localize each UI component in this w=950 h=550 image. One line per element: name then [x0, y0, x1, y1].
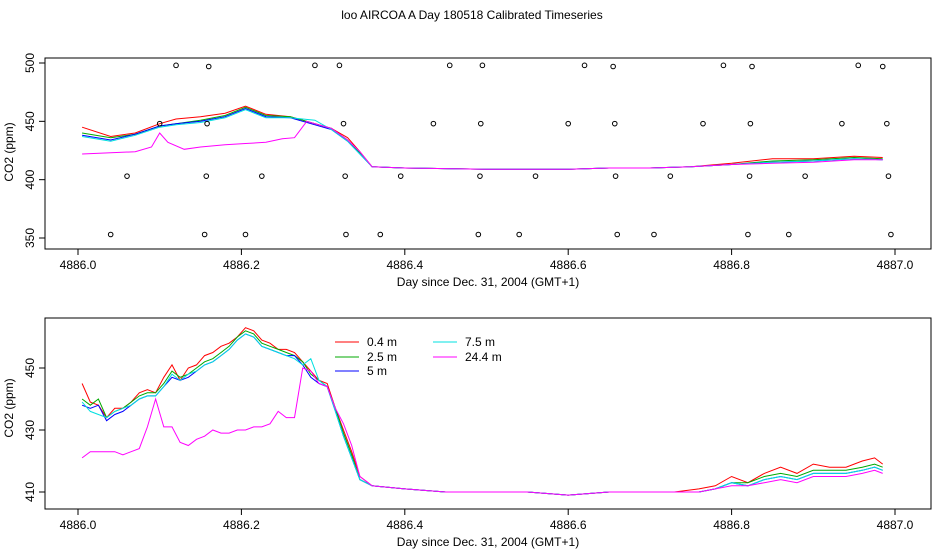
- marker-point: [242, 231, 249, 238]
- marker-point: [839, 120, 845, 127]
- marker-point: [745, 231, 751, 238]
- marker-point: [107, 231, 114, 238]
- marker-point: [343, 231, 349, 238]
- marker-point: [201, 231, 208, 238]
- y-tick-label: 450: [23, 111, 37, 131]
- x-tick-label: 4886.0: [60, 518, 97, 532]
- marker-point: [667, 173, 674, 179]
- marker-point: [336, 62, 343, 69]
- legend: 0.4 m2.5 m5 m 7.5 m24.4 m: [335, 335, 502, 378]
- marker-point: [340, 120, 347, 127]
- marker-point: [312, 62, 318, 69]
- marker-point: [477, 120, 484, 127]
- x-tick-label: 4886.8: [713, 518, 750, 532]
- top-plot-frame: [44, 57, 932, 250]
- bottom-plot-frame: [44, 317, 932, 510]
- marker-point: [885, 173, 892, 179]
- marker-point: [259, 173, 265, 179]
- marker-point: [479, 62, 486, 69]
- marker-point: [747, 120, 754, 127]
- marker-point: [565, 120, 572, 127]
- top-x-axis-label: Day since Dec. 31, 2004 (GMT+1): [397, 275, 579, 289]
- legend-label: 24.4 m: [465, 350, 502, 364]
- series-line-24-4-m: [81, 367, 883, 496]
- top-panel: Day since Dec. 31, 2004 (GMT+1) CO2 (ppm…: [2, 53, 932, 289]
- marker-point: [173, 62, 179, 69]
- marker-point: [651, 231, 657, 238]
- y-tick-label: 500: [23, 53, 37, 73]
- x-tick-label: 4886.6: [550, 518, 587, 532]
- legend-label: 0.4 m: [367, 335, 397, 349]
- marker-point: [746, 173, 753, 179]
- bottom-y-axis-label: CO2 (ppm): [2, 378, 16, 437]
- legend-label: 2.5 m: [367, 350, 397, 364]
- marker-point: [377, 231, 384, 238]
- bottom-panel: Day since Dec. 31, 2004 (GMT+1) CO2 (ppm…: [2, 317, 932, 549]
- marker-point: [610, 63, 616, 70]
- series-line-24-4-m: [82, 120, 883, 170]
- marker-point: [614, 231, 621, 238]
- marker-point: [397, 173, 404, 179]
- x-tick-label: 4886.2: [223, 258, 260, 272]
- y-tick-label: 410: [23, 482, 37, 502]
- x-tick-label: 4886.2: [223, 518, 260, 532]
- y-tick-label: 450: [23, 358, 37, 378]
- legend-label: 5 m: [367, 364, 387, 378]
- marker-point: [749, 63, 755, 70]
- marker-point: [204, 120, 210, 127]
- marker-point: [477, 173, 483, 179]
- marker-point: [884, 120, 890, 127]
- y-tick-label: 430: [23, 420, 37, 440]
- y-tick-label: 350: [23, 228, 37, 248]
- x-tick-label: 4887.0: [877, 258, 914, 272]
- marker-point: [532, 173, 539, 179]
- x-tick-label: 4886.4: [386, 518, 423, 532]
- series-line-7-5-m: [81, 333, 883, 496]
- marker-point: [879, 63, 886, 70]
- legend-label: 7.5 m: [465, 335, 495, 349]
- x-tick-label: 4886.0: [60, 258, 97, 272]
- marker-point: [475, 231, 482, 238]
- marker-point: [612, 173, 619, 179]
- marker-point: [156, 120, 163, 127]
- marker-point: [446, 62, 453, 69]
- x-tick-label: 4886.8: [713, 258, 750, 272]
- marker-point: [124, 173, 130, 179]
- marker-point: [855, 62, 862, 69]
- marker-point: [581, 62, 588, 69]
- figure-title: loo AIRCOA A Day 180518 Calibrated Times…: [341, 8, 602, 22]
- marker-point: [611, 120, 618, 127]
- marker-point: [785, 231, 792, 238]
- marker-point: [720, 62, 727, 69]
- series-line-0-4-m: [81, 105, 883, 170]
- top-y-axis-label: CO2 (ppm): [2, 122, 16, 181]
- marker-point: [888, 231, 894, 238]
- marker-point: [700, 120, 706, 127]
- marker-point: [802, 173, 808, 179]
- bottom-x-axis-label: Day since Dec. 31, 2004 (GMT+1): [397, 535, 579, 549]
- marker-point: [205, 63, 212, 70]
- marker-point: [516, 231, 522, 238]
- y-tick-label: 400: [23, 169, 37, 189]
- marker-point: [430, 120, 437, 127]
- x-tick-label: 4886.4: [386, 258, 423, 272]
- marker-point: [203, 173, 210, 179]
- series-line-2-5-m: [81, 330, 883, 496]
- marker-point: [342, 173, 348, 179]
- x-tick-label: 4887.0: [877, 518, 914, 532]
- x-tick-label: 4886.6: [550, 258, 587, 272]
